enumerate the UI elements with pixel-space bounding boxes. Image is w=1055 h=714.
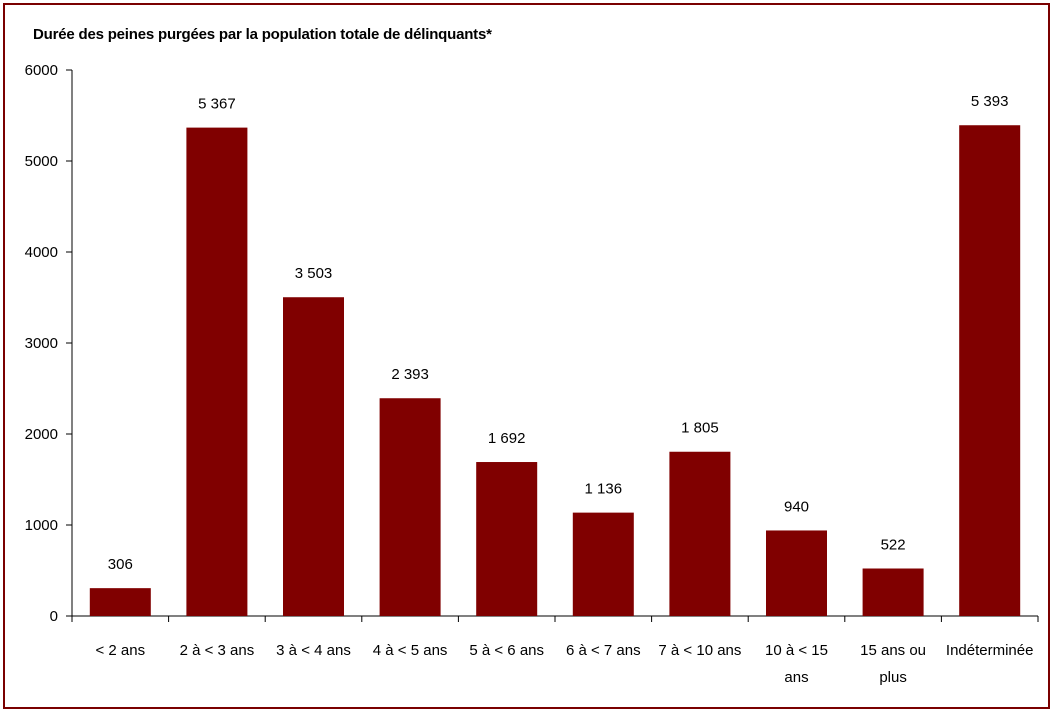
data-label: 5 393 — [971, 93, 1009, 110]
data-label: 306 — [108, 556, 133, 573]
bar — [669, 451, 731, 616]
x-tick-label: 4 à < 5 ans — [373, 642, 448, 659]
x-tick-label: 7 à < 10 ans — [658, 642, 741, 659]
data-label: 3 503 — [295, 265, 333, 282]
x-tick-label: 10 à < 15 — [765, 642, 828, 659]
x-tick-label: ans — [784, 669, 808, 686]
x-tick-label: < 2 ans — [95, 642, 145, 659]
data-label: 1 136 — [585, 481, 623, 498]
bar — [379, 398, 441, 616]
y-axis: 0 1000 2000 3000 4000 5000 6000 — [25, 62, 73, 625]
data-label: 5 367 — [198, 96, 236, 113]
bar — [959, 125, 1021, 616]
y-tick-label: 2000 — [25, 426, 58, 443]
bars — [89, 125, 1021, 616]
x-tick-label: 3 à < 4 ans — [276, 642, 351, 659]
bar — [89, 588, 151, 616]
y-tick-label: 4000 — [25, 244, 58, 261]
x-tick-label: 15 ans ou — [860, 642, 926, 659]
x-tick-label: 5 à < 6 ans — [469, 642, 544, 659]
x-tick-label: plus — [879, 669, 907, 686]
bar — [766, 530, 827, 616]
x-axis — [71, 615, 1039, 622]
y-tick-label: 1000 — [25, 517, 58, 534]
y-tick-label: 0 — [50, 608, 58, 625]
bar — [862, 568, 924, 616]
category-labels: < 2 ans 2 à < 3 ans 3 à < 4 ans 4 à < 5 ans… — [95, 642, 1033, 686]
data-labels: 306 5 367 3 503 2 393 1 692 1 136 1 805 940 522 5… — [108, 93, 1009, 573]
bar — [283, 297, 344, 616]
data-label: 1 692 — [488, 430, 526, 447]
bar — [186, 127, 248, 616]
bar — [476, 462, 538, 616]
x-tick-label: 6 à < 7 ans — [566, 642, 641, 659]
chart-title: Durée des peines purgées par la populati… — [33, 26, 492, 43]
data-label: 940 — [784, 498, 809, 515]
y-tick-label: 6000 — [25, 62, 58, 79]
x-tick-label: 2 à < 3 ans — [180, 642, 255, 659]
data-label: 1 805 — [681, 420, 719, 437]
data-label: 2 393 — [391, 366, 429, 383]
data-label: 522 — [881, 536, 906, 553]
y-tick-label: 5000 — [25, 153, 58, 170]
x-tick-label: Indéterminée — [946, 642, 1034, 659]
y-tick-label: 3000 — [25, 335, 58, 352]
bar — [572, 512, 634, 616]
